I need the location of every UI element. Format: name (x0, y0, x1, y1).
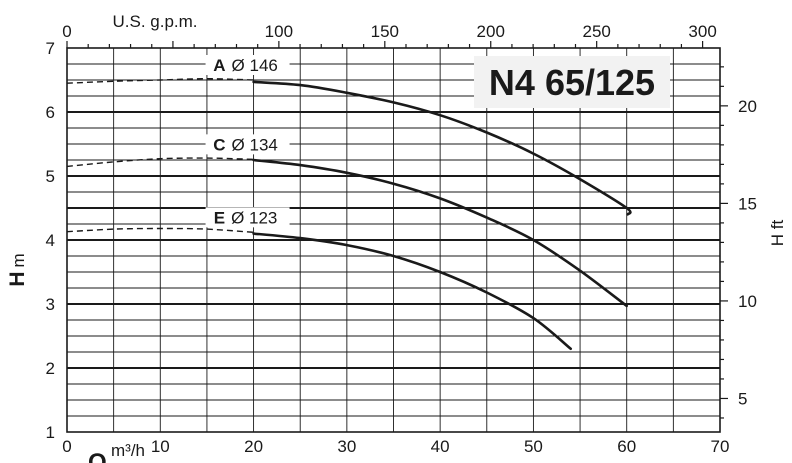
top-tick-label: 100 (265, 22, 293, 41)
right-tick-label: 10 (738, 292, 757, 311)
curve-c-diameter: Ø 134 (232, 135, 278, 154)
curve-a-letter: A (213, 56, 225, 75)
top-tick-label: 150 (371, 22, 399, 41)
x-tick-label: 60 (617, 437, 636, 456)
y-tick-label: 2 (46, 359, 55, 378)
x-tick-label: 10 (151, 437, 170, 456)
curve-c-dashed (66, 157, 254, 168)
top-tick-label: 200 (477, 22, 505, 41)
curve-e-solid (252, 232, 572, 351)
bottom-axis-q: Q (88, 449, 107, 463)
curve-c-label-bg (205, 134, 290, 155)
right-axis-label: H ft (768, 220, 787, 247)
y-tick-label: 5 (46, 167, 55, 186)
bottom-axis-unit: m³/h (111, 441, 145, 460)
left-axis-label: Hm (6, 253, 29, 286)
curve-e-dashed (66, 227, 254, 233)
curve-a-diameter: Ø 146 (232, 56, 278, 75)
left-axis-h: H (6, 272, 29, 287)
y-tick-label: 7 (46, 39, 55, 58)
curve-e-diameter: Ø 123 (231, 208, 277, 227)
x-tick-label: 40 (431, 437, 450, 456)
curve-a-dashed (66, 77, 254, 84)
curves: A Ø 146 C Ø 134 E Ø 123 (66, 55, 632, 351)
curve-a-label-bg (205, 55, 290, 75)
curve-c-solid (252, 158, 628, 308)
curve-a-solid (252, 80, 632, 216)
curve-a-label: A Ø 146 (213, 56, 278, 75)
right-tick-label: 15 (738, 194, 757, 213)
top-tick-label: 250 (582, 22, 610, 41)
svg-text:Hm: Hm (6, 253, 29, 286)
curve-c-letter: C (213, 135, 225, 154)
y-tick-label: 1 (46, 423, 55, 442)
y-tick-label: 3 (46, 295, 55, 314)
x-tick-label: 0 (62, 437, 71, 456)
x-tick-label: 50 (524, 437, 543, 456)
curve-e-label-bg (205, 207, 290, 228)
left-axis-unit: m (9, 253, 28, 267)
right-tick-label: 5 (738, 389, 747, 408)
x-tick-label: 70 (711, 437, 730, 456)
curve-e-letter: E (214, 208, 225, 227)
plot-frame (66, 47, 721, 433)
top-axis-label: U.S. g.p.m. (112, 12, 197, 31)
x-tick-label: 20 (244, 437, 263, 456)
curve-e-label: E Ø 123 (214, 208, 278, 227)
right-tick-label: 20 (738, 97, 757, 116)
y-tick-label: 6 (46, 103, 55, 122)
curve-c-label: C Ø 134 (213, 135, 278, 154)
model-title-box: N4 65/125 (474, 56, 670, 108)
x-tick-label: 30 (337, 437, 356, 456)
top-tick-label: 0 (62, 22, 71, 41)
y-tick-label: 4 (46, 231, 55, 250)
top-tick-label: 300 (688, 22, 716, 41)
model-title: N4 65/125 (489, 62, 655, 103)
